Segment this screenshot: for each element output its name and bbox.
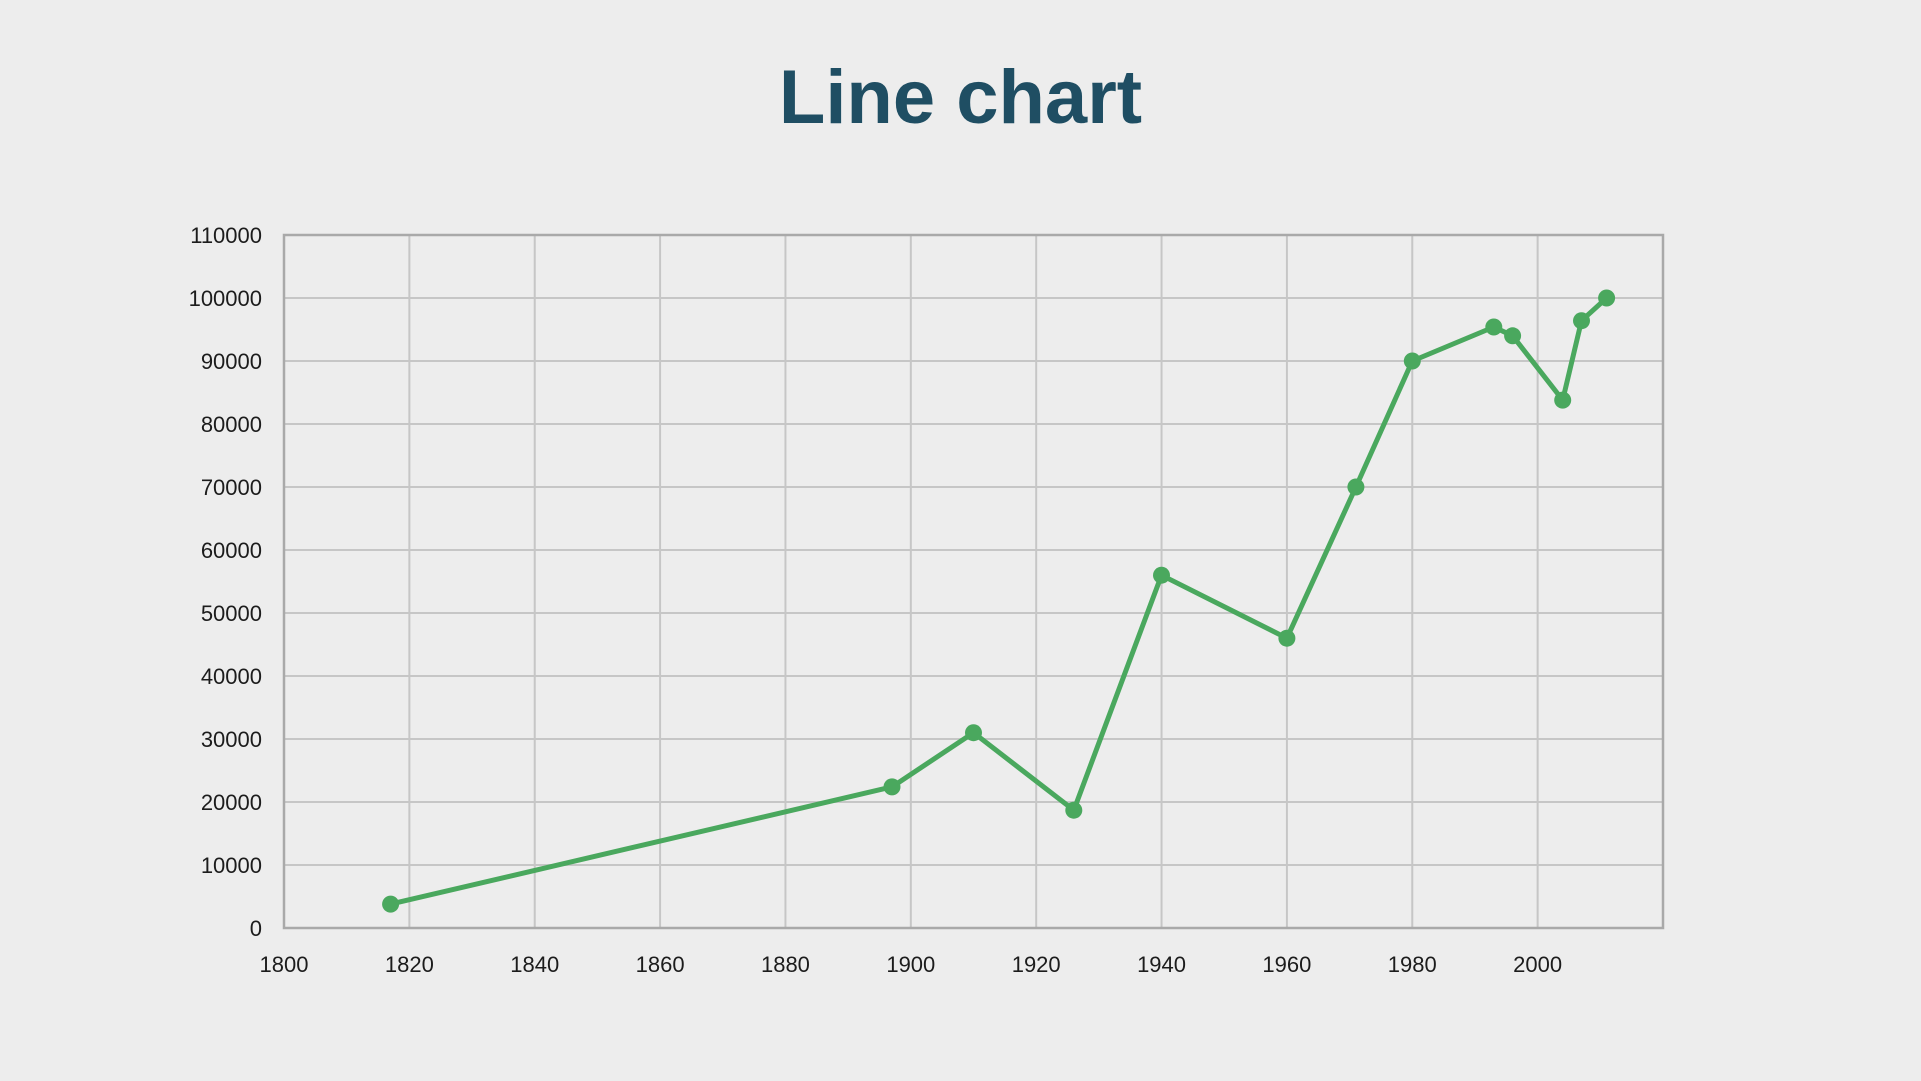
x-axis-tick-label: 1920 xyxy=(1012,952,1061,977)
y-axis-tick-label: 100000 xyxy=(189,286,262,311)
x-axis-tick-label: 1880 xyxy=(761,952,810,977)
y-axis-tick-label: 70000 xyxy=(201,475,262,500)
data-point xyxy=(1573,312,1590,330)
y-axis-tick-label: 110000 xyxy=(190,223,262,248)
y-axis-tick-label: 50000 xyxy=(201,601,262,626)
x-axis-tick-label: 1860 xyxy=(636,952,685,977)
x-axis-tick-label: 1820 xyxy=(385,952,434,977)
y-axis-tick-label: 0 xyxy=(250,916,262,941)
data-point xyxy=(1485,318,1503,336)
data-point xyxy=(1347,478,1365,496)
y-axis-tick-label: 40000 xyxy=(201,664,262,689)
x-axis-tick-label: 1800 xyxy=(260,952,309,977)
y-axis-tick-label: 80000 xyxy=(201,412,262,437)
x-axis-tick-label: 2000 xyxy=(1513,952,1562,977)
data-point xyxy=(1504,327,1522,345)
data-point xyxy=(1065,801,1083,819)
data-point xyxy=(1598,289,1616,307)
y-axis-tick-label: 60000 xyxy=(201,538,262,563)
chart-title: Line chart xyxy=(778,55,1143,140)
data-point xyxy=(1278,629,1296,647)
data-point xyxy=(1554,391,1572,409)
data-point xyxy=(382,895,400,913)
x-axis-tick-label: 1980 xyxy=(1388,952,1437,977)
x-axis-tick-label: 1840 xyxy=(510,952,559,977)
series-line xyxy=(388,295,1610,907)
y-axis-tick-label: 10000 xyxy=(201,853,262,878)
y-axis-tick-label: 30000 xyxy=(201,727,262,752)
x-axis-tick-label: 1960 xyxy=(1262,952,1311,977)
x-axis-tick-label: 1940 xyxy=(1137,952,1186,977)
data-point xyxy=(883,778,901,796)
data-point xyxy=(965,724,982,742)
y-axis-tick-label: 90000 xyxy=(201,349,262,374)
x-axis-tick-label: 1900 xyxy=(886,952,935,977)
data-point xyxy=(1153,566,1170,584)
plot-border xyxy=(282,233,1665,930)
data-point xyxy=(1403,352,1421,370)
y-axis-tick-label: 20000 xyxy=(201,790,262,815)
